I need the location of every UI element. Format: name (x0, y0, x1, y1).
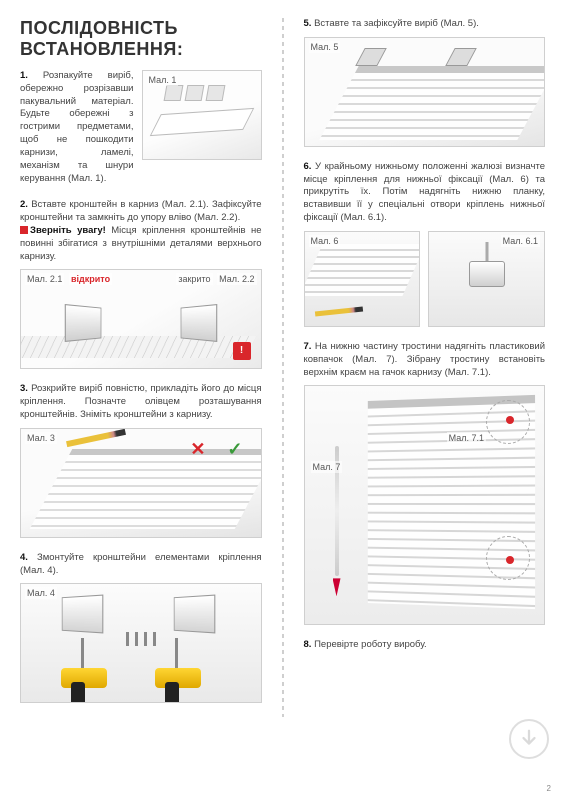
step-2-num: 2. (20, 199, 28, 210)
step-5: 5. Вставте та зафіксуйте виріб (Мал. 5).… (304, 18, 546, 147)
figure-2: Мал. 2.1 відкрито закрито Мал. 2.2 ! (20, 269, 262, 369)
pencil-icon (314, 306, 362, 316)
figure-2-1-label: Мал. 2.1 (25, 273, 64, 285)
page-number: 2 (547, 784, 551, 793)
figure-3-label: Мал. 3 (25, 432, 57, 444)
step-6-text: 6. У крайньому нижньому положенні жалюзі… (304, 161, 546, 225)
page: ПОСЛІДОВНІСТЬ ВСТАНОВЛЕННЯ: Мал. 1 1. Ро… (0, 0, 565, 737)
step-3: 3. Розкрийте виріб повністю, прикладіть … (20, 383, 262, 537)
step-2: 2. Вставте кронштейн в карниз (Мал. 2.1)… (20, 199, 262, 369)
figure-2-open-label: відкрито (69, 273, 112, 285)
step-8-body: Перевірте роботу виробу. (311, 639, 426, 650)
drill-icon (155, 644, 211, 703)
figure-7-label: Мал. 7 (311, 461, 343, 473)
column-divider (282, 18, 284, 717)
figure-6-1: Мал. 6.1 (428, 231, 545, 327)
warning-icon (20, 226, 28, 234)
right-column: 5. Вставте та зафіксуйте виріб (Мал. 5).… (304, 18, 546, 717)
figure-4: Мал. 4 (20, 583, 262, 703)
figure-6: Мал. 6 (304, 231, 421, 327)
step-3-num: 3. (20, 383, 28, 394)
alert-icon: ! (233, 342, 251, 360)
step-4-text: 4. Змонтуйте кронштейни елементами кріпл… (20, 552, 262, 578)
step-5-text: 5. Вставте та зафіксуйте виріб (Мал. 5). (304, 18, 546, 31)
step-2-warning: Зверніть увагу! Місця кріплення кронштей… (20, 225, 262, 263)
figure-2-2-label: Мал. 2.2 (217, 273, 256, 285)
left-column: ПОСЛІДОВНІСТЬ ВСТАНОВЛЕННЯ: Мал. 1 1. Ро… (20, 18, 262, 717)
watermark-arrow-icon (509, 719, 549, 759)
step-2-warn-title: Зверніть увагу! (30, 225, 106, 236)
figure-2-closed-label: закрито (176, 273, 212, 285)
figure-7-1-label: Мал. 7.1 (447, 432, 486, 444)
step-3-body: Розкрийте виріб повністю, прикладіть йог… (20, 383, 262, 420)
step-1: Мал. 1 1. Розпакуйте виріб, обережно роз… (20, 70, 262, 185)
figure-1: Мал. 1 (142, 70, 262, 160)
step-7-body: На нижню частину тростини надягніть плас… (304, 341, 546, 378)
page-title: ПОСЛІДОВНІСТЬ ВСТАНОВЛЕННЯ: (20, 18, 262, 60)
pencil-icon (66, 429, 126, 447)
step-6: 6. У крайньому нижньому положенні жалюзі… (304, 161, 546, 327)
step-8-text: 8. Перевірте роботу виробу. (304, 639, 546, 652)
drill-icon (61, 644, 117, 703)
step-5-body: Вставте та зафіксуйте виріб (Мал. 5). (311, 18, 478, 29)
figure-4-label: Мал. 4 (25, 587, 57, 599)
step-7-text: 7. На нижню частину тростини надягніть п… (304, 341, 546, 379)
figure-3: Мал. 3 ✕ ✓ (20, 428, 262, 538)
figure-6-label: Мал. 6 (309, 235, 341, 247)
figure-7: Мал. 7 Мал. 7.1 (304, 385, 546, 625)
check-icon: ✓ (227, 439, 242, 460)
step-4-num: 4. (20, 552, 28, 563)
cross-icon: ✕ (190, 439, 205, 460)
step-2-body: Вставте кронштейн в карниз (Мал. 2.1). З… (20, 199, 262, 223)
figure-1-label: Мал. 1 (147, 74, 179, 86)
tassel-icon (333, 578, 341, 596)
figure-5: Мал. 5 (304, 37, 546, 147)
step-1-body: Розпакуйте виріб, обережно розрізавши па… (20, 70, 134, 184)
step-8: 8. Перевірте роботу виробу. (304, 639, 546, 652)
step-1-num: 1. (20, 70, 28, 81)
step-6-body: У крайньому нижньому положенні жалюзі ви… (304, 161, 546, 223)
figure-6-1-label: Мал. 6.1 (501, 235, 540, 247)
step-2-text: 2. Вставте кронштейн в карниз (Мал. 2.1)… (20, 199, 262, 225)
figure-6-row: Мал. 6 Мал. 6.1 (304, 231, 546, 327)
step-4: 4. Змонтуйте кронштейни елементами кріпл… (20, 552, 262, 704)
figure-5-label: Мал. 5 (309, 41, 341, 53)
step-4-body: Змонтуйте кронштейни елементами кріпленн… (20, 552, 262, 576)
step-3-text: 3. Розкрийте виріб повністю, прикладіть … (20, 383, 262, 421)
step-7: 7. На нижню частину тростини надягніть п… (304, 341, 546, 625)
